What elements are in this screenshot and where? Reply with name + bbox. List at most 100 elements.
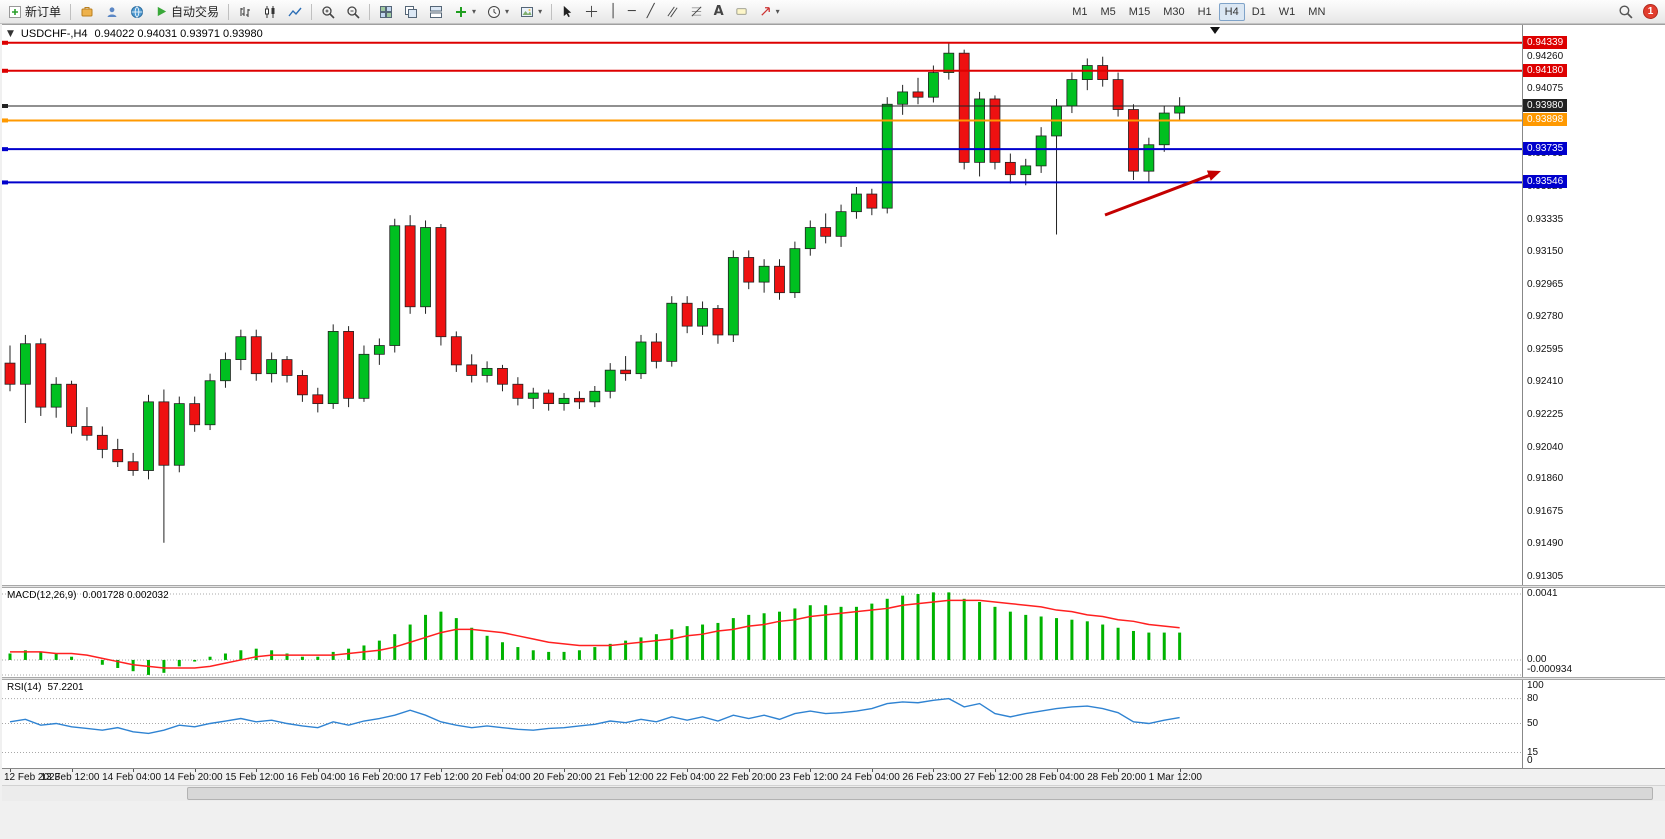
chart-title: ▼ USDCHF-,H4 0.94022 0.94031 0.93971 0.9… xyxy=(7,28,263,40)
time-tick xyxy=(687,769,689,772)
h-scrollbar[interactable] xyxy=(2,785,1665,801)
timeframe-h4-button[interactable]: H4 xyxy=(1218,2,1245,21)
timeframe-h1-button[interactable]: H1 xyxy=(1197,5,1212,18)
notification-badge[interactable]: 1 xyxy=(1643,4,1658,19)
price-tick-label: 0.91675 xyxy=(1527,505,1564,517)
arrows-tool-button[interactable]: ▾ xyxy=(754,2,785,22)
price-tick-label: 0.93335 xyxy=(1527,213,1564,225)
text-tool-button[interactable]: A xyxy=(709,2,729,22)
rsi-panel[interactable]: RSI(14) 57.2201 xyxy=(2,680,1523,768)
timeframe-mn-button[interactable]: MN xyxy=(1308,5,1326,18)
play-icon xyxy=(157,6,167,17)
timeframe-m1-button[interactable]: M1 xyxy=(1072,5,1088,18)
zoom-in-button[interactable] xyxy=(316,2,340,22)
time-label: 22 Feb 20:00 xyxy=(717,772,777,783)
price-level-tag: 0.93546 xyxy=(1523,175,1568,189)
price-tick-label: 0.92780 xyxy=(1527,311,1564,323)
macd-svg[interactable] xyxy=(2,588,1522,677)
level-edge-marker xyxy=(2,104,8,109)
periods-button[interactable]: ▾ xyxy=(482,2,514,22)
candle-body xyxy=(774,265,785,294)
tile-windows-button[interactable] xyxy=(374,2,398,22)
macd-axis[interactable]: 0.0041 0.00 -0.000934 xyxy=(1523,588,1665,677)
trendline-tool-button[interactable]: ╱ xyxy=(642,2,660,22)
candlestick-chart-button[interactable] xyxy=(258,2,282,22)
candle-body xyxy=(1035,135,1047,167)
panel-splitter[interactable] xyxy=(2,585,1665,588)
time-label: 17 Feb 12:00 xyxy=(409,772,469,783)
community-button[interactable] xyxy=(125,2,149,22)
time-label: 21 Feb 12:00 xyxy=(594,772,654,783)
rsi-tick-label: 15 xyxy=(1527,746,1539,758)
panel-splitter[interactable] xyxy=(2,677,1665,680)
time-axis[interactable]: 12 Feb 2023 13 Feb 12:00 14 Feb 04:00 14 Fe… xyxy=(2,768,1665,785)
candle-body xyxy=(66,383,77,427)
templates-button[interactable]: ▾ xyxy=(515,2,547,22)
fibonacci-icon xyxy=(691,6,702,17)
rsi-svg[interactable] xyxy=(2,680,1522,768)
line-chart-icon xyxy=(288,7,302,16)
candle-body xyxy=(758,265,770,283)
vertical-line-icon: │ xyxy=(609,3,617,19)
main-chart-svg[interactable] xyxy=(2,25,1522,585)
candle-body xyxy=(851,193,862,213)
candle-body xyxy=(804,227,816,250)
horizontal-line-icon: ─ xyxy=(627,3,636,19)
horizontal-line-tool-button[interactable]: ─ xyxy=(623,2,641,22)
level-edge-marker xyxy=(2,118,8,123)
person-icon xyxy=(107,6,117,17)
candle-body xyxy=(81,426,93,436)
label-tool-button[interactable] xyxy=(730,2,753,22)
bar-chart-button[interactable] xyxy=(233,2,257,22)
new-order-button[interactable]: 新订单 xyxy=(3,2,66,22)
line-chart-button[interactable] xyxy=(283,2,307,22)
one-click-trading-toggle[interactable]: ▼ xyxy=(7,29,14,39)
tile-horizontal-icon xyxy=(430,5,443,18)
cursor-tool-button[interactable] xyxy=(556,2,579,22)
zoom-out-button[interactable] xyxy=(341,2,365,22)
briefcase-icon xyxy=(81,6,93,16)
time-label: 1 Mar 12:00 xyxy=(1148,772,1202,783)
market-button[interactable] xyxy=(75,2,99,22)
fibonacci-tool-button[interactable] xyxy=(685,2,708,22)
chart-menu-arrow-icon[interactable] xyxy=(1210,27,1220,34)
timeframe-m5-button[interactable]: M5 xyxy=(1100,5,1116,18)
time-label: 22 Feb 04:00 xyxy=(656,772,716,783)
scrollbar-thumb[interactable] xyxy=(187,787,1653,800)
cascade-windows-button[interactable] xyxy=(399,2,423,22)
main-chart-panel[interactable]: ▼ USDCHF-,H4 0.94022 0.94031 0.93971 0.9… xyxy=(2,25,1523,585)
candle-body xyxy=(635,341,647,375)
vertical-line-tool-button[interactable]: │ xyxy=(604,2,622,22)
main-price-axis[interactable]: 0.942600.940750.938900.937050.935200.933… xyxy=(1523,25,1665,585)
macd-tick-label: 0.0041 xyxy=(1527,588,1558,599)
time-label: 13 Feb 12:00 xyxy=(40,772,100,783)
rsi-tick-label: 0 xyxy=(1527,755,1533,766)
timeframe-m15-button[interactable]: M15 xyxy=(1128,5,1151,18)
time-tick xyxy=(564,769,566,772)
candle-body xyxy=(389,225,401,346)
macd-panel[interactable]: MACD(12,26,9) 0.001728 0.002032 xyxy=(2,588,1523,677)
search-button[interactable] xyxy=(1613,2,1638,22)
autotrade-button[interactable]: 自动交易 xyxy=(150,2,224,22)
indicators-button[interactable]: ▾ xyxy=(449,2,481,22)
time-tick xyxy=(10,769,11,772)
channel-tool-button[interactable] xyxy=(661,2,684,22)
arrange-windows-button[interactable] xyxy=(424,2,448,22)
timeframe-d1-button[interactable]: D1 xyxy=(1251,5,1266,18)
candle-body xyxy=(1097,65,1109,80)
time-label: 12 Feb 2023 xyxy=(4,772,61,783)
rsi-axis[interactable]: 100 80 50 15 0 xyxy=(1523,680,1665,768)
time-tick xyxy=(194,769,196,772)
price-tick-label: 0.92040 xyxy=(1527,441,1564,453)
annotation-arrow[interactable] xyxy=(1104,172,1214,217)
trendline-icon: ╱ xyxy=(646,3,655,19)
price-level-tag: 0.94180 xyxy=(1523,63,1568,77)
timeframe-m30-button[interactable]: M30 xyxy=(1163,5,1185,18)
zoom-out-icon xyxy=(347,5,360,19)
price-level-tag: 0.93735 xyxy=(1523,142,1568,156)
rsi-row: RSI(14) 57.2201 100 80 50 15 0 xyxy=(2,680,1665,768)
crosshair-tool-button[interactable] xyxy=(580,2,603,22)
timeframe-w1-button[interactable]: W1 xyxy=(1278,5,1296,18)
time-tick xyxy=(1056,769,1058,772)
profile-button[interactable] xyxy=(100,2,124,22)
